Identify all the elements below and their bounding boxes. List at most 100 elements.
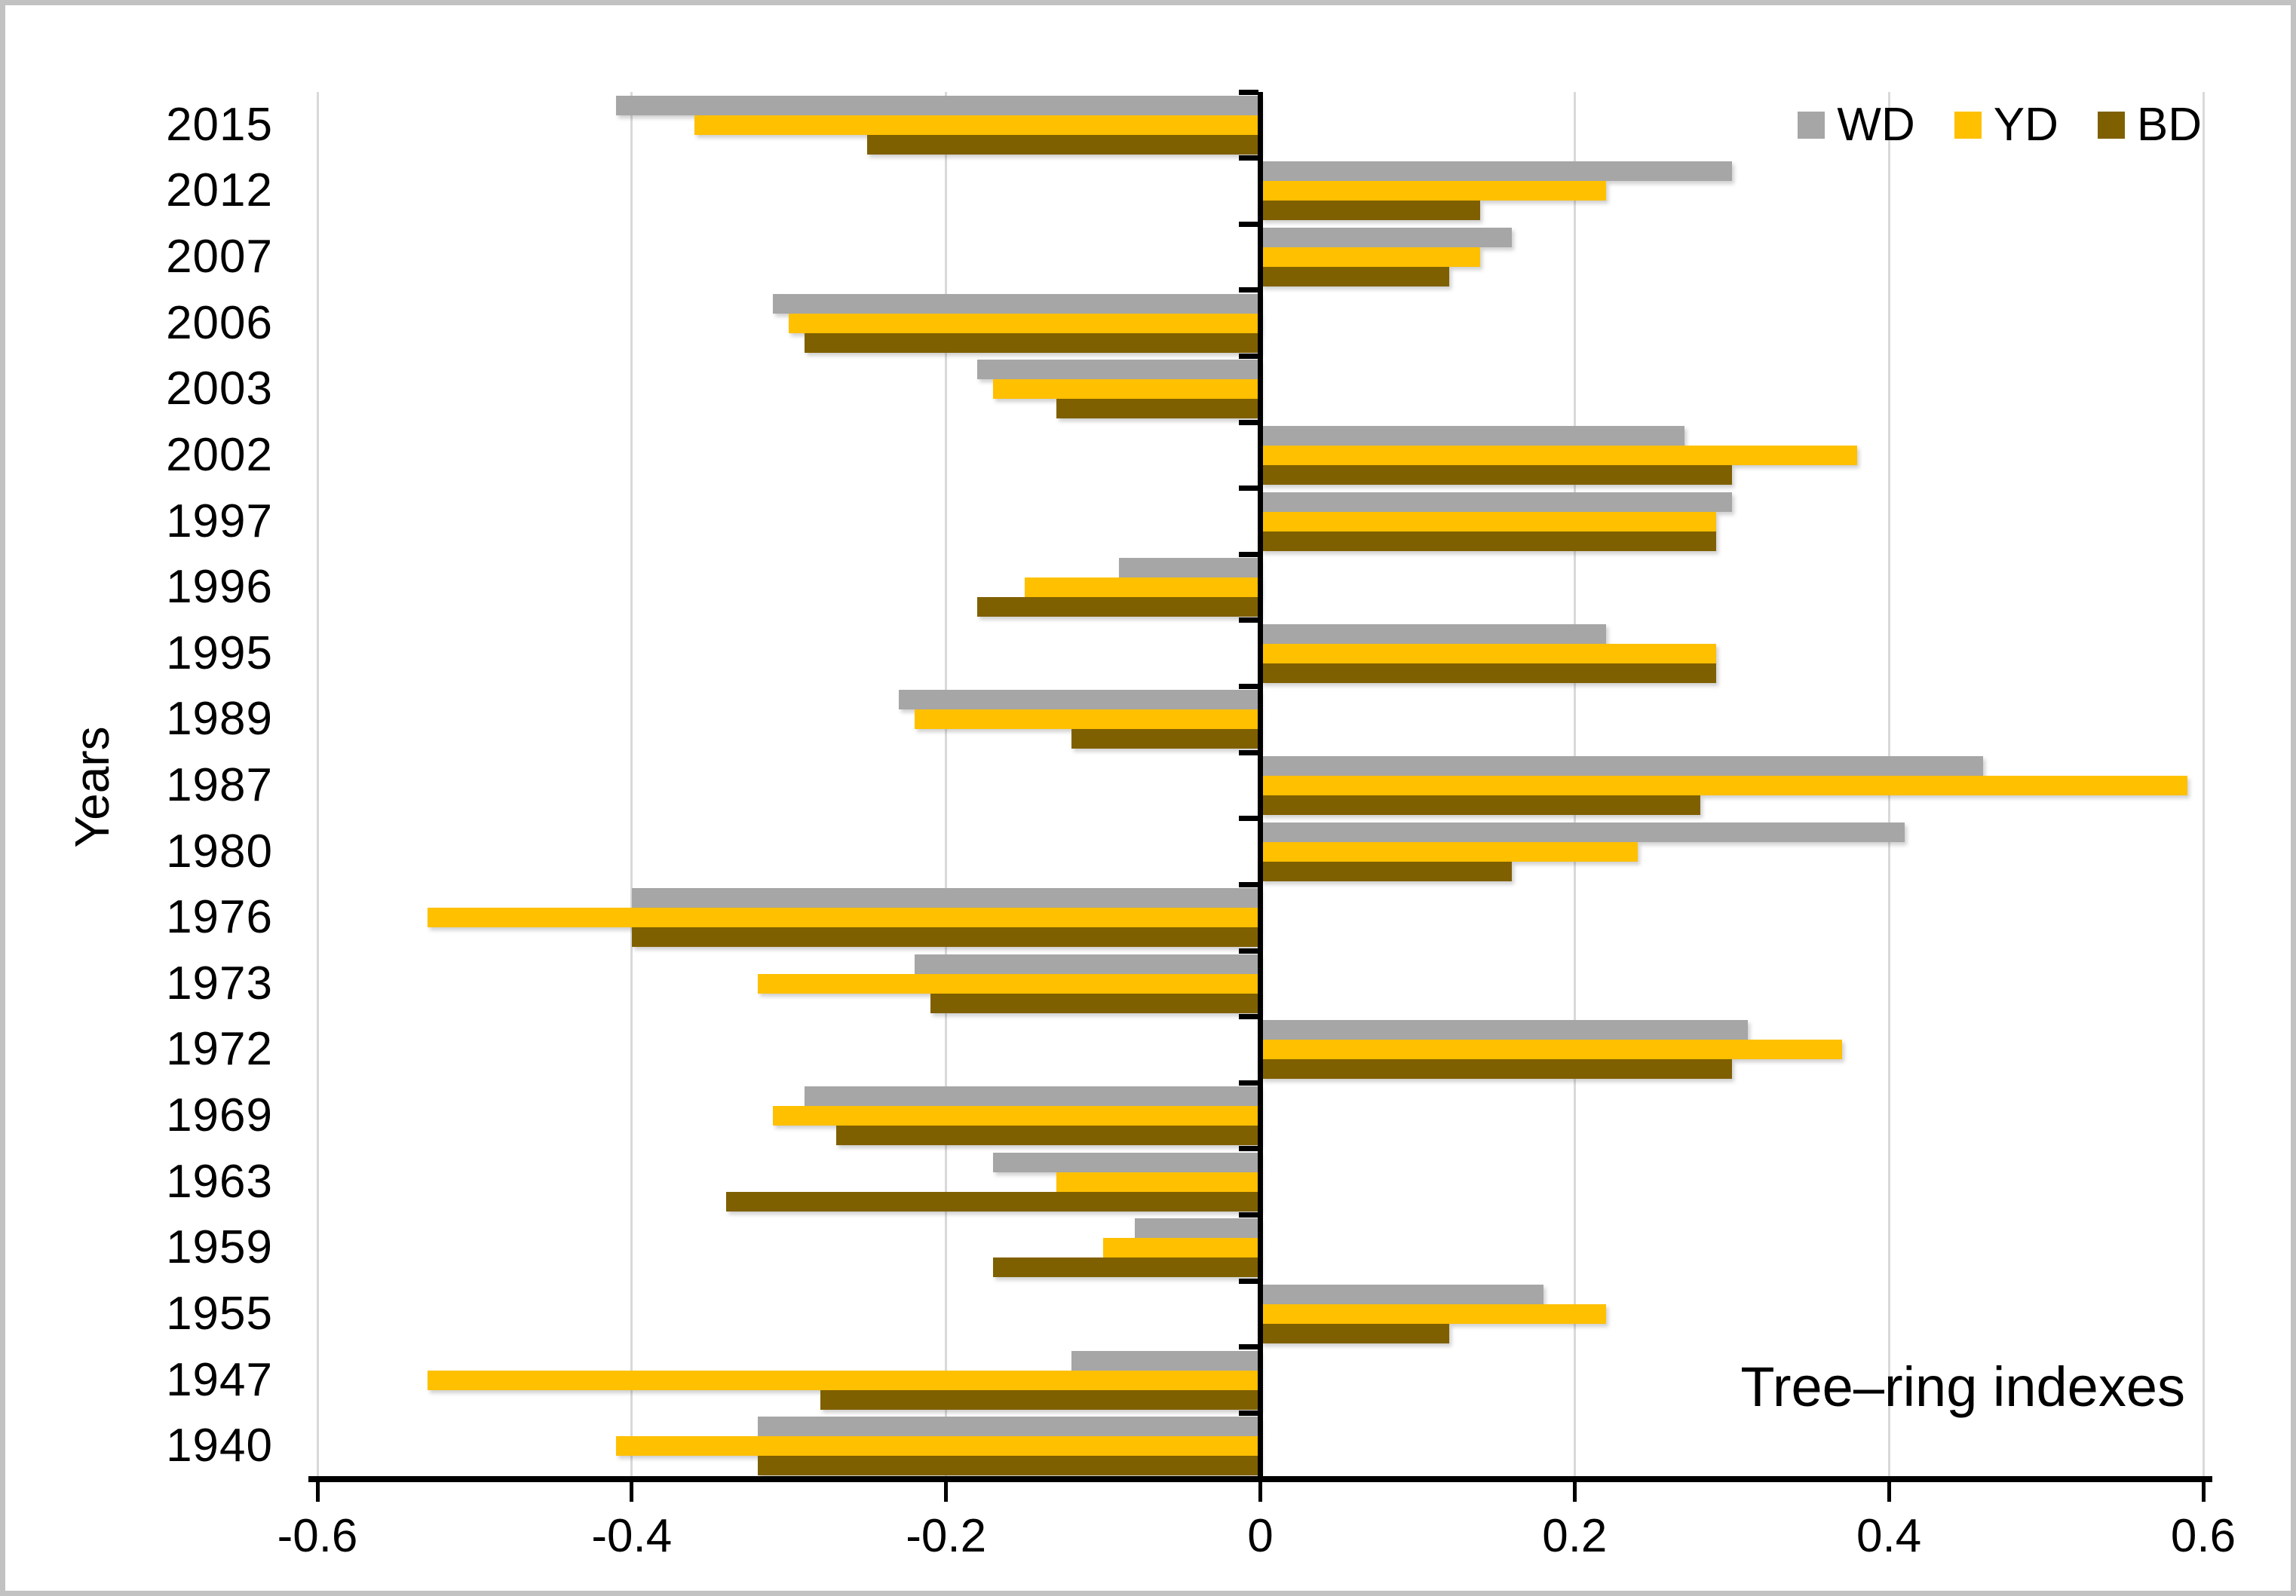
bar-yd-1995 bbox=[1260, 643, 1716, 663]
year-label: 1940 bbox=[166, 1420, 273, 1472]
category-tick bbox=[1238, 948, 1258, 954]
year-label: 1955 bbox=[166, 1287, 273, 1340]
bar-yd-2015 bbox=[694, 115, 1261, 135]
x-tick-label: -0.2 bbox=[906, 1510, 987, 1562]
bar-yd-2003 bbox=[993, 379, 1261, 400]
legend-label-yd: YD bbox=[1993, 99, 2058, 151]
bar-wd-2015 bbox=[615, 95, 1261, 115]
bar-wd-1987 bbox=[1260, 756, 1984, 776]
bar-wd-1940 bbox=[757, 1417, 1261, 1437]
legend-label-wd: WD bbox=[1837, 99, 1915, 151]
year-label: 1989 bbox=[166, 693, 273, 746]
bar-wd-1973 bbox=[914, 954, 1261, 974]
bar-wd-2006 bbox=[773, 293, 1261, 314]
year-label: 1959 bbox=[166, 1221, 273, 1274]
bar-yd-1940 bbox=[615, 1436, 1261, 1457]
bar-wd-1976 bbox=[631, 888, 1261, 908]
bar-wd-2007 bbox=[1260, 228, 1512, 248]
category-tick bbox=[1238, 1344, 1258, 1350]
x-axis-tick bbox=[1258, 1482, 1262, 1502]
bar-bd-1963 bbox=[725, 1191, 1261, 1212]
year-label: 1973 bbox=[166, 957, 273, 1009]
bar-yd-1963 bbox=[1056, 1172, 1261, 1192]
year-label: 1976 bbox=[166, 891, 273, 944]
bar-bd-1987 bbox=[1260, 795, 1701, 815]
bar-bd-1959 bbox=[993, 1258, 1261, 1278]
category-tick bbox=[1238, 1146, 1258, 1152]
category-tick bbox=[1238, 419, 1258, 425]
x-tick-label: 0 bbox=[1247, 1510, 1274, 1562]
legend-item-wd: WD bbox=[1798, 99, 1915, 151]
zero-axis-line bbox=[1258, 92, 1263, 1479]
x-tick-label: 0.6 bbox=[2170, 1510, 2236, 1562]
bar-yd-1947 bbox=[427, 1370, 1261, 1390]
bar-wd-1947 bbox=[1071, 1350, 1261, 1371]
bar-bd-1997 bbox=[1260, 531, 1716, 551]
category-tick bbox=[1238, 684, 1258, 690]
bar-wd-2012 bbox=[1260, 161, 1732, 182]
year-label: 2015 bbox=[166, 98, 273, 151]
category-tick bbox=[1238, 1014, 1258, 1020]
bar-bd-1976 bbox=[631, 927, 1261, 948]
legend-item-yd: YD bbox=[1954, 102, 2058, 149]
year-label: 1996 bbox=[166, 561, 273, 614]
legend-item-bd: BD bbox=[2097, 102, 2202, 149]
bar-wd-1972 bbox=[1260, 1020, 1748, 1040]
bar-wd-1963 bbox=[993, 1152, 1261, 1172]
gridline bbox=[945, 92, 948, 1479]
bar-yd-1980 bbox=[1260, 841, 1638, 862]
category-tick bbox=[1238, 1212, 1258, 1218]
wd-swatch-icon bbox=[1798, 112, 1825, 139]
category-tick bbox=[1238, 1278, 1258, 1284]
bar-wd-1955 bbox=[1260, 1284, 1543, 1304]
gridline bbox=[2202, 92, 2205, 1479]
bar-wd-1959 bbox=[1134, 1218, 1261, 1239]
category-tick bbox=[1238, 221, 1258, 227]
year-label: 1972 bbox=[166, 1023, 273, 1076]
bar-yd-1996 bbox=[1024, 577, 1261, 598]
bar-bd-2012 bbox=[1260, 201, 1481, 221]
bar-bd-1955 bbox=[1260, 1323, 1449, 1343]
year-label: 1969 bbox=[166, 1089, 273, 1142]
year-label: 1963 bbox=[166, 1155, 273, 1208]
bar-yd-2007 bbox=[1260, 247, 1481, 268]
year-label: 1995 bbox=[166, 626, 273, 679]
bar-bd-1972 bbox=[1260, 1059, 1732, 1080]
bar-yd-1959 bbox=[1103, 1238, 1261, 1258]
bar-wd-1980 bbox=[1260, 822, 1905, 842]
bar-bd-1995 bbox=[1260, 663, 1716, 683]
bar-yd-1989 bbox=[914, 709, 1261, 730]
bar-bd-2006 bbox=[805, 332, 1261, 353]
x-tick-label: -0.4 bbox=[591, 1510, 673, 1562]
year-label: 2012 bbox=[166, 164, 273, 217]
x-axis-tick bbox=[944, 1482, 949, 1502]
bar-bd-1996 bbox=[977, 597, 1261, 617]
bar-yd-2006 bbox=[789, 313, 1261, 333]
x-tick-label: -0.6 bbox=[277, 1510, 358, 1562]
x-tick-label: 0.4 bbox=[1856, 1510, 1922, 1562]
bar-bd-2003 bbox=[1056, 399, 1261, 419]
bar-yd-1987 bbox=[1260, 776, 2188, 795]
bar-bd-1947 bbox=[820, 1389, 1261, 1410]
bd-swatch-icon bbox=[2097, 112, 2125, 139]
bar-wd-1995 bbox=[1260, 623, 1607, 644]
yd-swatch-icon bbox=[1954, 112, 1982, 139]
category-tick bbox=[1238, 881, 1258, 887]
bar-yd-1972 bbox=[1260, 1040, 1842, 1060]
category-tick bbox=[1238, 353, 1258, 359]
bar-wd-2002 bbox=[1260, 425, 1685, 446]
bar-yd-1955 bbox=[1260, 1303, 1607, 1324]
year-label: 1987 bbox=[166, 758, 273, 811]
bar-wd-1996 bbox=[1118, 558, 1261, 578]
gridline bbox=[316, 92, 319, 1479]
gridline bbox=[630, 92, 633, 1479]
x-axis-tick bbox=[315, 1482, 320, 1502]
category-tick bbox=[1238, 551, 1258, 557]
x-axis-tick bbox=[1572, 1482, 1577, 1502]
year-label: 2003 bbox=[166, 363, 273, 415]
category-tick bbox=[1238, 155, 1258, 161]
bar-wd-1969 bbox=[805, 1086, 1261, 1107]
bar-yd-1976 bbox=[427, 908, 1261, 928]
category-tick bbox=[1238, 1080, 1258, 1086]
